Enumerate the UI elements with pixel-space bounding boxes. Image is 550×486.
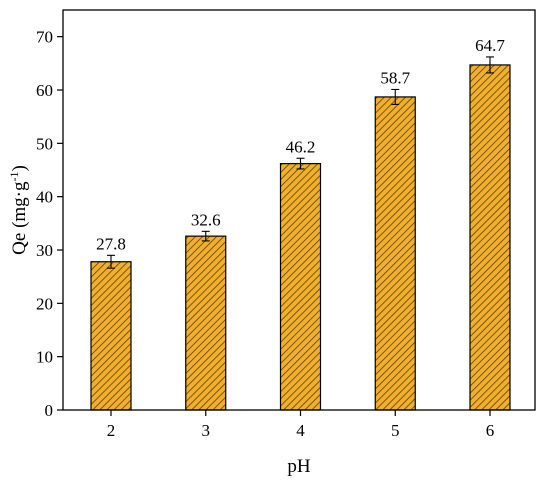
y-tick-label-30: 30 (36, 241, 53, 260)
value-label-ph-2: 27.8 (96, 234, 126, 253)
value-label-ph-3: 32.6 (191, 210, 221, 229)
y-axis-title-superscript: -1 (7, 171, 21, 181)
plot-frame (62, 9, 536, 411)
y-tick-label-50: 50 (36, 134, 53, 153)
x-tick-label-4: 4 (296, 421, 305, 440)
y-axis-ticks: 0 10 20 30 40 50 60 70 (36, 28, 63, 420)
bar-ph-4 (279, 163, 322, 411)
x-tick-label-6: 6 (486, 421, 495, 440)
x-axis-title: pH (287, 456, 311, 477)
y-tick-label-70: 70 (36, 28, 53, 47)
value-label-ph-5: 58.7 (380, 68, 410, 87)
bar-ph-6 (469, 64, 511, 411)
error-bar-ph-2 (107, 254, 115, 269)
x-tick-label-3: 3 (202, 421, 211, 440)
value-label-ph-6: 64.7 (475, 36, 505, 55)
bar-ph-3 (185, 235, 227, 411)
error-bar-ph-5 (391, 88, 400, 105)
y-axis-title: Qe (mg·g-1) (7, 165, 30, 255)
y-tick-label-60: 60 (36, 81, 53, 100)
error-bars-layer (107, 56, 494, 269)
y-axis-title-main: Qe (mg·g (9, 181, 30, 255)
value-label-ph-4: 46.2 (286, 137, 316, 156)
error-bar-ph-3 (201, 230, 210, 242)
bars-layer (90, 64, 511, 411)
bar-ph-2 (90, 261, 132, 411)
y-axis-title-close: ) (9, 165, 30, 171)
y-tick-label-40: 40 (36, 188, 53, 207)
y-tick-label-20: 20 (36, 294, 53, 313)
x-axis-ticks: 2 3 4 5 6 (107, 410, 495, 440)
y-tick-label-10: 10 (36, 348, 53, 367)
y-tick-label-0: 0 (45, 401, 54, 420)
bar-ph-5 (374, 96, 416, 411)
value-labels-layer: 27.8 32.6 46.2 58.7 64.7 (96, 36, 505, 253)
x-tick-label-2: 2 (107, 421, 116, 440)
error-bar-ph-6 (486, 56, 494, 74)
x-tick-label-5: 5 (391, 421, 400, 440)
error-bar-ph-4 (296, 157, 305, 170)
